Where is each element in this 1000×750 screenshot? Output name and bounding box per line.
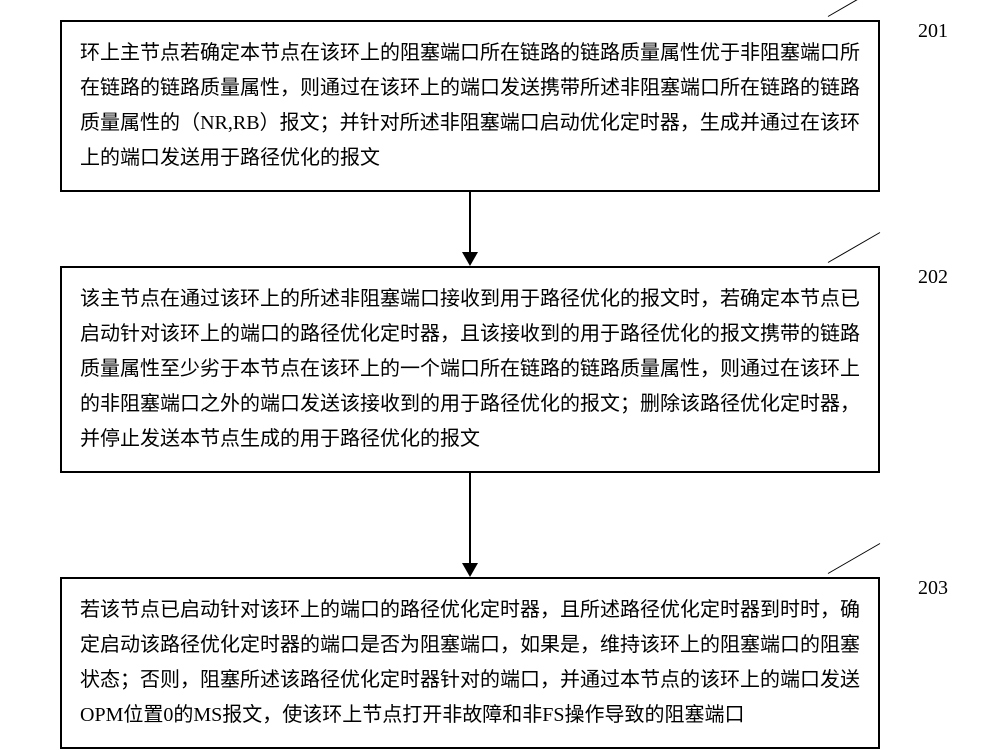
- step-label-201: 201: [918, 14, 948, 49]
- arrow-line: [469, 192, 471, 252]
- arrow-head-icon: [462, 252, 478, 266]
- flow-arrow: [60, 192, 880, 266]
- flow-arrow: [60, 473, 880, 577]
- flowchart-step-203: 若该节点已启动针对该环上的端口的路径优化定时器，且所述路径优化定时器到时时，确定…: [60, 577, 880, 749]
- step-label-203: 203: [918, 571, 948, 606]
- flowchart-container: 环上主节点若确定本节点在该环上的阻塞端口所在链路的链路质量属性优于非阻塞端口所在…: [60, 20, 920, 749]
- arrow-head-icon: [462, 563, 478, 577]
- step-label-202: 202: [918, 260, 948, 295]
- step-text: 若该节点已启动针对该环上的端口的路径优化定时器，且所述路径优化定时器到时时，确定…: [80, 599, 860, 726]
- arrow-line: [469, 473, 471, 563]
- step-text: 该主节点在通过该环上的所述非阻塞端口接收到用于路径优化的报文时，若确定本节点已启…: [80, 288, 860, 450]
- flowchart-step-202: 该主节点在通过该环上的所述非阻塞端口接收到用于路径优化的报文时，若确定本节点已启…: [60, 266, 880, 473]
- label-connector: [828, 0, 880, 17]
- step-text: 环上主节点若确定本节点在该环上的阻塞端口所在链路的链路质量属性优于非阻塞端口所在…: [80, 42, 860, 169]
- flowchart-step-201: 环上主节点若确定本节点在该环上的阻塞端口所在链路的链路质量属性优于非阻塞端口所在…: [60, 20, 880, 192]
